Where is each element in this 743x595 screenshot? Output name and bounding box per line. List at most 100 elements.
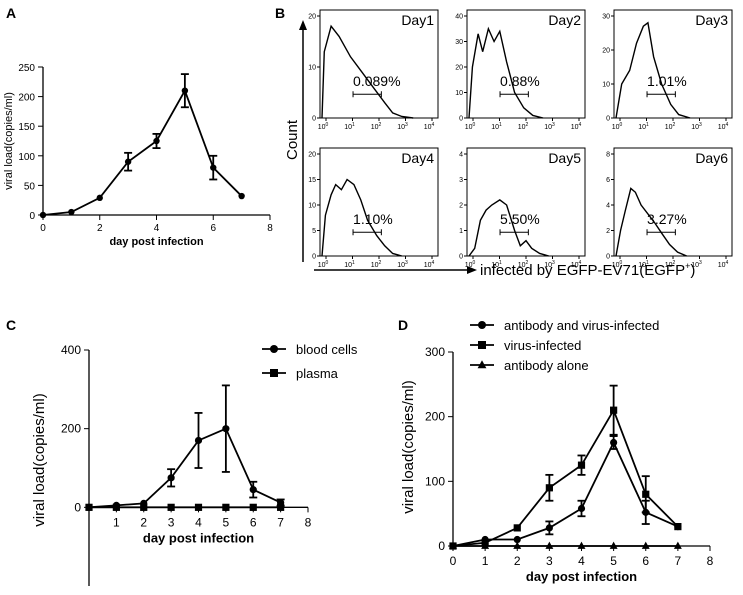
y-tick-label: 30: [602, 14, 610, 21]
x-tick-label: 2: [140, 515, 147, 529]
x-tick-label: 104: [571, 122, 582, 131]
y-tick-label: 100: [18, 152, 35, 163]
y-tick-label: 15: [308, 177, 316, 184]
x-tick-label: 104: [718, 260, 729, 269]
y-axis-title: viral load(copies/ml): [3, 92, 15, 190]
x-tick-label: 8: [305, 515, 312, 529]
x-tick-label: 6: [250, 515, 257, 529]
data-point: [39, 211, 47, 219]
histogram-curve: [615, 187, 687, 257]
y-tick-label: 200: [18, 93, 35, 104]
y-tick-label: 150: [18, 122, 35, 133]
x-tick-label: 102: [665, 260, 676, 269]
y-tick-label: 30: [455, 39, 463, 46]
count-axis-title: Count: [284, 119, 301, 160]
x-tick-label: 100: [465, 260, 476, 269]
x-tick-label: 0: [450, 554, 457, 568]
legend-label: virus-infected: [504, 338, 581, 353]
x-tick-label: 104: [424, 260, 435, 269]
gate-percent: 1.01%: [647, 73, 687, 89]
y-tick-label: 5: [312, 228, 316, 235]
y-tick-label: 8: [606, 152, 610, 159]
histogram-day5: Day5 0 1 2 3 4 100 101 102 103 104 5.50%: [459, 147, 586, 269]
histogram-curve: [468, 199, 549, 257]
x-tick-label: 1: [482, 554, 489, 568]
x-tick-label: 103: [544, 122, 555, 131]
x-tick-label: 101: [344, 260, 355, 269]
y-tick-label: 0: [606, 254, 610, 261]
x-tick-label: 102: [371, 122, 382, 131]
histogram-title: Day2: [548, 12, 581, 28]
x-tick-label: 100: [612, 260, 623, 269]
x-tick-label: 101: [491, 122, 502, 131]
data-point: [577, 541, 586, 549]
panel-label-b: B: [275, 5, 285, 21]
histogram-curve: [321, 24, 414, 119]
panel-c-line-chart: 0 200 400 1 2 3 4 5 6 7 8 day post infection viral l…: [31, 342, 358, 586]
data-point: [577, 504, 586, 513]
y-tick-label: 0: [29, 211, 35, 222]
y-tick-label: 20: [602, 48, 610, 55]
x-tick-label: 100: [318, 122, 329, 131]
y-tick-label: 3: [459, 177, 463, 184]
x-tick-label: 100: [612, 122, 623, 131]
data-point: [238, 192, 245, 200]
x-tick-label: 7: [675, 554, 682, 568]
data-point: [153, 137, 160, 145]
y-tick-label: 20: [308, 14, 316, 21]
x-tick-label: 103: [691, 122, 702, 131]
gate-percent: 5.50%: [500, 211, 540, 227]
x-tick-label: 101: [638, 122, 649, 131]
x-tick-label: 0: [40, 223, 46, 234]
data-point: [210, 164, 217, 171]
data-point: [181, 87, 189, 94]
data-point: [140, 503, 148, 511]
x-tick-label: 8: [267, 223, 273, 234]
y-tick-label: 10: [602, 82, 610, 89]
y-tick-label: 4: [606, 203, 610, 210]
histogram-curve: [321, 178, 402, 257]
y-tick-label: 0: [459, 116, 463, 123]
x-tick-label: 4: [195, 515, 202, 529]
data-point: [513, 535, 521, 544]
x-tick-label: 104: [571, 260, 582, 269]
histogram-title: Day3: [695, 12, 728, 28]
data-point: [124, 158, 132, 165]
data-point: [673, 541, 682, 549]
series-line-viral-load: [42, 88, 243, 216]
data-point: [545, 524, 553, 532]
x-axis-title: day post infection: [109, 236, 203, 248]
y-tick-label: 400: [61, 343, 81, 357]
data-point: [610, 438, 618, 447]
y-tick-label: 200: [425, 410, 445, 424]
data-point: [513, 524, 521, 532]
x-tick-label: 1: [113, 515, 120, 529]
y-tick-label: 1: [459, 228, 463, 235]
count-arrowhead: [299, 20, 307, 30]
panel-label-d: D: [398, 317, 408, 333]
y-tick-label: 0: [312, 254, 316, 261]
data-point: [222, 503, 230, 511]
x-tick-label: 100: [465, 122, 476, 131]
x-tick-label: 104: [718, 122, 729, 131]
legend-label: antibody alone: [504, 358, 589, 373]
data-point: [610, 406, 618, 414]
panel-a-line-chart: 0 50 100 150 200 250 0 2 4 6 8 day post infection vi…: [3, 63, 273, 248]
histogram-day2: Day2 0 10 20 30 40 100 101 102 103 104 0.88%: [455, 9, 586, 131]
data-point: [167, 503, 175, 511]
data-point: [641, 541, 650, 549]
y-tick-label: 2: [606, 228, 610, 235]
x-tick-label: 103: [397, 122, 408, 131]
data-point: [545, 484, 553, 492]
x-tick-label: 2: [514, 554, 521, 568]
data-point: [194, 436, 203, 445]
gate-percent: 1.10%: [353, 211, 393, 227]
x-tick-label: 3: [168, 515, 175, 529]
y-tick-label: 200: [61, 422, 81, 436]
panel-label-c: C: [6, 317, 16, 333]
x-tick-label: 103: [544, 260, 555, 269]
y-tick-label: 0: [606, 116, 610, 123]
y-axis-title: viral load(copies/ml): [31, 393, 48, 526]
